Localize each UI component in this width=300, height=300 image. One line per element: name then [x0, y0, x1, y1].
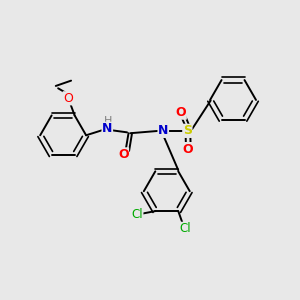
Text: S: S — [183, 124, 192, 137]
Text: Cl: Cl — [131, 208, 143, 221]
Text: O: O — [182, 142, 193, 156]
Text: O: O — [63, 92, 73, 105]
Text: Cl: Cl — [179, 222, 190, 235]
Text: N: N — [158, 124, 168, 137]
Text: H: H — [104, 116, 113, 126]
Text: O: O — [176, 106, 186, 119]
Text: N: N — [102, 122, 112, 135]
Text: O: O — [118, 148, 128, 161]
